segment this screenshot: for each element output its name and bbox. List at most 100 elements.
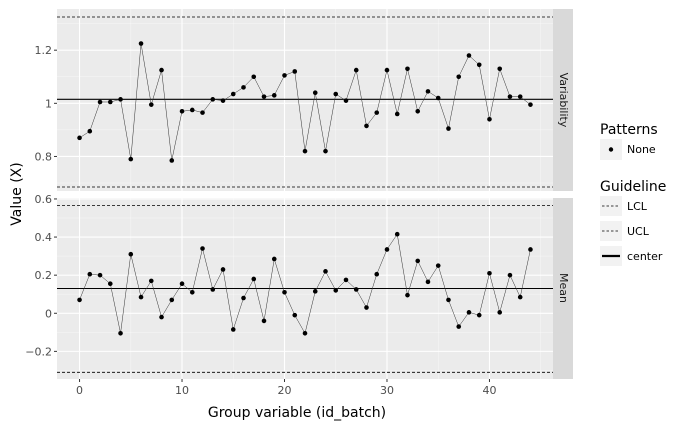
- data-point: [118, 330, 123, 336]
- data-point: [97, 272, 103, 278]
- data-point: [241, 85, 246, 90]
- data-point: [364, 123, 369, 129]
- data-point: [374, 271, 380, 277]
- data-point: [292, 69, 298, 74]
- data-point: [374, 110, 380, 115]
- data-point: [415, 258, 421, 264]
- y-axis-ticks: 0.8 1 1.2: [35, 44, 57, 163]
- data-point: [476, 62, 482, 68]
- data-point: [353, 287, 359, 292]
- data-point: [302, 148, 308, 154]
- data-series: [77, 41, 533, 163]
- legend-title-patterns: Patterns: [600, 122, 658, 138]
- data-point: [312, 90, 318, 95]
- data-point: [261, 318, 267, 324]
- data-point: [230, 327, 236, 332]
- data-point: [456, 74, 462, 80]
- data-point: [517, 294, 523, 300]
- data-point: [189, 107, 195, 113]
- legend-label-center: center: [627, 250, 663, 263]
- data-point: [107, 281, 113, 287]
- y-axis-title: Value (X): [9, 162, 25, 225]
- x-tick-label: 20: [278, 384, 292, 397]
- data-point: [302, 330, 308, 336]
- data-point: [169, 297, 175, 303]
- data-point: [394, 111, 400, 117]
- panel-background: [57, 9, 553, 191]
- data-point: [220, 267, 226, 272]
- panel-mean: −0.2 0 0.2 0.4 0.6 Mean: [25, 193, 573, 379]
- data-point: [343, 277, 349, 283]
- data-point: [528, 102, 533, 107]
- y-tick-label: 1: [45, 97, 52, 110]
- strip-label-variability: Variability: [557, 73, 570, 128]
- data-point: [148, 278, 154, 284]
- legend-key-point: [608, 147, 614, 152]
- data-point: [466, 53, 472, 58]
- data-point: [179, 281, 185, 287]
- data-point: [435, 263, 441, 268]
- data-point: [323, 148, 328, 154]
- data-point: [435, 95, 441, 101]
- data-point: [169, 158, 175, 163]
- data-point: [128, 251, 134, 257]
- data-point: [466, 310, 472, 315]
- data-point: [97, 99, 103, 105]
- data-point: [425, 279, 431, 285]
- y-tick-label: 0.8: [35, 150, 53, 163]
- data-point: [507, 272, 513, 278]
- data-point: [87, 128, 93, 134]
- data-point: [384, 247, 390, 252]
- data-point: [271, 93, 277, 98]
- data-point: [251, 74, 257, 80]
- data-point: [517, 94, 523, 99]
- data-point: [251, 276, 257, 282]
- guidelines: [57, 16, 553, 188]
- data-point: [312, 289, 318, 294]
- data-point: [405, 66, 410, 72]
- y-tick-label: −0.2: [25, 345, 52, 358]
- data-point: [343, 98, 349, 103]
- data-series: [77, 231, 533, 336]
- y-tick-label: 1.2: [35, 44, 53, 57]
- x-axis-ticks: 0 10 20 30 40: [76, 379, 496, 397]
- guidelines: [57, 205, 553, 373]
- data-point: [189, 290, 195, 295]
- legend-label-lcl: LCL: [627, 200, 648, 213]
- data-point: [138, 41, 144, 46]
- data-point: [333, 288, 339, 293]
- data-point: [353, 67, 359, 73]
- data-point: [333, 91, 339, 97]
- data-point: [476, 312, 482, 318]
- data-point: [159, 314, 164, 320]
- data-point: [456, 324, 462, 329]
- data-point: [487, 270, 492, 276]
- data-point: [77, 297, 82, 303]
- panel-grid: [57, 9, 553, 191]
- y-tick-label: 0.2: [35, 269, 53, 282]
- data-point: [405, 292, 410, 298]
- data-point: [507, 94, 513, 99]
- data-point: [497, 310, 503, 315]
- y-tick-label: 0.4: [35, 231, 53, 244]
- data-point: [128, 156, 134, 162]
- data-point: [241, 295, 246, 301]
- data-point: [77, 135, 82, 141]
- data-point: [292, 312, 298, 318]
- data-point: [200, 110, 205, 115]
- data-point: [528, 247, 533, 252]
- legend-label-none: None: [627, 143, 656, 156]
- data-point: [497, 66, 503, 72]
- data-point: [118, 97, 123, 102]
- data-point: [87, 271, 93, 277]
- data-point: [394, 231, 400, 237]
- data-point: [446, 126, 451, 131]
- legend-title-guideline: Guideline: [600, 179, 666, 195]
- y-tick-label: 0: [45, 307, 52, 320]
- data-point: [364, 305, 369, 310]
- data-point: [282, 73, 287, 78]
- data-point: [261, 94, 267, 99]
- data-point: [323, 269, 328, 274]
- legend-label-ucl: UCL: [627, 225, 650, 238]
